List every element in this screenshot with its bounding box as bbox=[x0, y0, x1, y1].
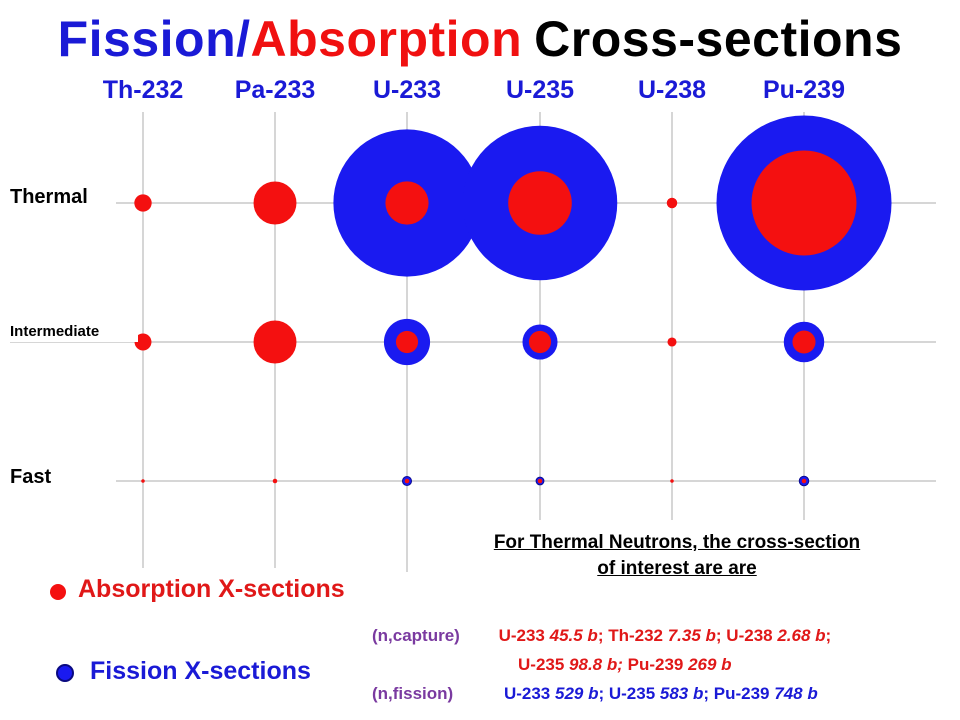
capture-line1-isotope-3: ; bbox=[825, 626, 832, 645]
absorption-bubble bbox=[670, 479, 674, 483]
capture-values-line-2: U-235 98.8 b; Pu-239 269 b bbox=[518, 655, 732, 675]
absorption-bubble bbox=[134, 194, 152, 212]
absorption-bubble bbox=[792, 330, 816, 354]
isotope-label: Pu-239 bbox=[763, 76, 845, 104]
row-label-fast: Fast bbox=[4, 464, 116, 491]
capture-values-line-1: (n,capture) U-233 45.5 b; Th-232 7.35 b;… bbox=[372, 626, 831, 646]
absorption-bubble bbox=[528, 330, 552, 354]
absorption-bubble bbox=[667, 337, 677, 347]
absorption-bubble bbox=[395, 330, 419, 354]
fission-line-value-2: 748 b bbox=[774, 684, 818, 703]
absorption-bubble bbox=[272, 478, 278, 484]
isotope-label: U-233 bbox=[373, 76, 441, 104]
capture-line1-isotope-2: ; U-238 bbox=[715, 626, 778, 645]
note-line-1: For Thermal Neutrons, the cross-section bbox=[493, 532, 861, 553]
fission-line-isotope-2: ; Pu-239 bbox=[703, 684, 775, 703]
isotope-label: U-235 bbox=[506, 76, 574, 104]
legend-absorption-bg bbox=[68, 568, 368, 614]
legend-fission-marker bbox=[56, 664, 74, 682]
capture-line2-isotope-1: Pu-239 bbox=[622, 655, 689, 674]
fission-line-value-0: 529 b bbox=[554, 684, 599, 703]
absorption-bubble bbox=[508, 171, 572, 235]
absorption-bubble bbox=[134, 333, 152, 351]
capture-line1-isotope-0: U-233 bbox=[498, 626, 550, 645]
capture-line1-isotope-1: ; Th-232 bbox=[597, 626, 668, 645]
isotope-label: Pa-233 bbox=[235, 76, 316, 104]
capture-line2-value-0: 98.8 b; bbox=[569, 655, 623, 674]
fission-label: (n,fission) bbox=[372, 684, 454, 703]
legend-absorption-label: Absorption X-sections bbox=[78, 575, 345, 603]
title-part-cross-sections: Cross-sections bbox=[534, 11, 903, 67]
row-label-thermal: Thermal bbox=[4, 184, 116, 211]
absorption-bubble bbox=[253, 181, 297, 225]
row-label-intermediate: Intermediate bbox=[4, 321, 138, 342]
absorption-bubble bbox=[537, 478, 543, 484]
capture-line2-isotope-0: U-235 bbox=[518, 655, 570, 674]
legend-fission-label: Fission X-sections bbox=[90, 657, 311, 685]
absorption-bubble bbox=[666, 197, 678, 209]
capture-line1-value-2: 2.68 b bbox=[777, 626, 826, 645]
cross-section-bubble-chart: Th-232 Pa-233 U-233 U-235 U-238 Pu-239 bbox=[10, 76, 936, 572]
capture-line1-value-1: 7.35 b bbox=[667, 626, 716, 645]
isotope-label: U-238 bbox=[638, 76, 706, 104]
page-title: Fission/Absorption Cross-sections bbox=[0, 10, 960, 68]
isotope-label: Th-232 bbox=[103, 76, 184, 104]
thermal-note: For Thermal Neutrons, the cross-section … bbox=[418, 520, 936, 592]
title-part-absorption: Absorption bbox=[250, 11, 523, 67]
fission-values-line: (n,fission) U-233 529 b; U-235 583 b; Pu… bbox=[372, 684, 818, 704]
capture-line2-value-1: 269 b bbox=[688, 655, 732, 674]
title-part-fission: Fission/ bbox=[57, 11, 251, 67]
absorption-bubble bbox=[385, 181, 429, 225]
fission-line-isotope-0: U-233 bbox=[503, 684, 555, 703]
note-line-2: of interest are are bbox=[597, 558, 757, 579]
absorption-bubble bbox=[751, 150, 857, 256]
fission-line-value-1: 583 b bbox=[659, 684, 704, 703]
absorption-bubble bbox=[404, 478, 410, 484]
capture-label: (n,capture) bbox=[372, 626, 460, 645]
fission-line-isotope-1: ; U-235 bbox=[598, 684, 660, 703]
capture-line1-value-0: 45.5 b bbox=[549, 626, 598, 645]
absorption-bubble bbox=[141, 479, 145, 483]
absorption-bubble bbox=[801, 478, 807, 484]
absorption-bubble bbox=[253, 320, 297, 364]
legend-absorption-marker bbox=[50, 584, 66, 600]
